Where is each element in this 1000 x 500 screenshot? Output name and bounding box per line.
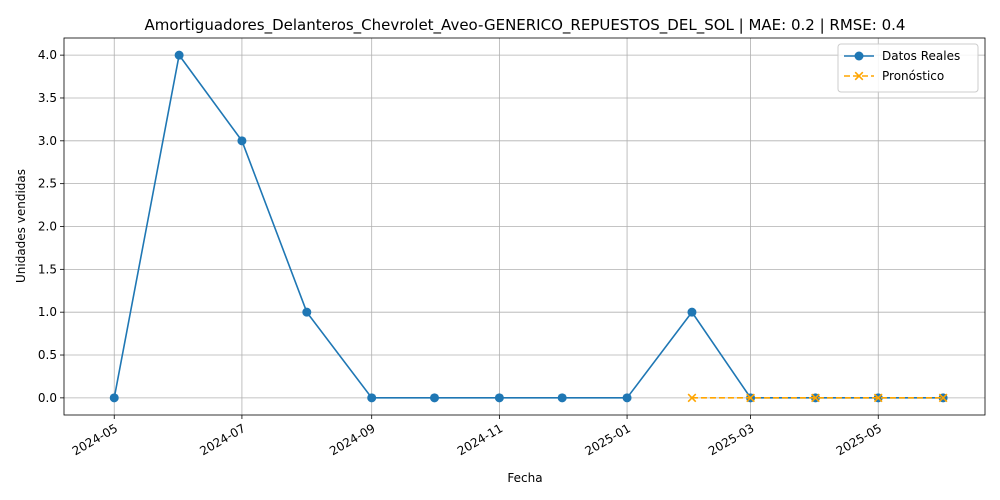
- x-axis-label: Fecha: [507, 471, 542, 485]
- legend: Datos Reales Pronóstico: [837, 43, 979, 93]
- data-point: [109, 393, 119, 403]
- data-point: [367, 393, 377, 403]
- y-tick-label: 2.5: [38, 177, 57, 191]
- data-point: [302, 307, 312, 317]
- y-tick-label: 2.0: [38, 220, 57, 234]
- series-layer: [109, 50, 948, 403]
- y-tick-label: 3.0: [38, 134, 57, 148]
- legend-entry: Datos Reales: [844, 49, 960, 63]
- y-tick-label: 3.5: [38, 91, 57, 105]
- data-point: [174, 50, 184, 60]
- legend-marker: [854, 71, 864, 81]
- y-axis-ticks: 0.0 0.5 1.0 1.5 2.0 2.5 3.0 3.5 4.0: [38, 48, 64, 405]
- chart-title: Amortiguadores_Delanteros_Chevrolet_Aveo…: [145, 16, 906, 35]
- data-point: [687, 307, 697, 317]
- y-tick-label: 0.5: [38, 348, 57, 362]
- data-point: [429, 393, 439, 403]
- legend-entry: Pronóstico: [844, 69, 944, 83]
- data-point: [873, 393, 883, 403]
- data-point: [237, 136, 247, 146]
- y-axis-label: Unidades vendidas: [14, 169, 28, 283]
- grid: [64, 38, 985, 415]
- data-point: [811, 393, 820, 403]
- y-tick-label: 0.0: [38, 391, 57, 405]
- series-1: [687, 393, 948, 403]
- data-point: [494, 393, 504, 403]
- data-point: [746, 393, 755, 403]
- data-point: [687, 393, 697, 403]
- y-tick-label: 1.0: [38, 305, 57, 319]
- legend-label: Pronóstico: [882, 69, 944, 83]
- legend-label: Datos Reales: [882, 49, 960, 63]
- data-point: [938, 393, 948, 403]
- data-point: [622, 393, 632, 403]
- legend-marker: [854, 51, 864, 61]
- data-point: [557, 393, 567, 403]
- y-tick-label: 4.0: [38, 48, 57, 62]
- y-tick-label: 1.5: [38, 262, 57, 276]
